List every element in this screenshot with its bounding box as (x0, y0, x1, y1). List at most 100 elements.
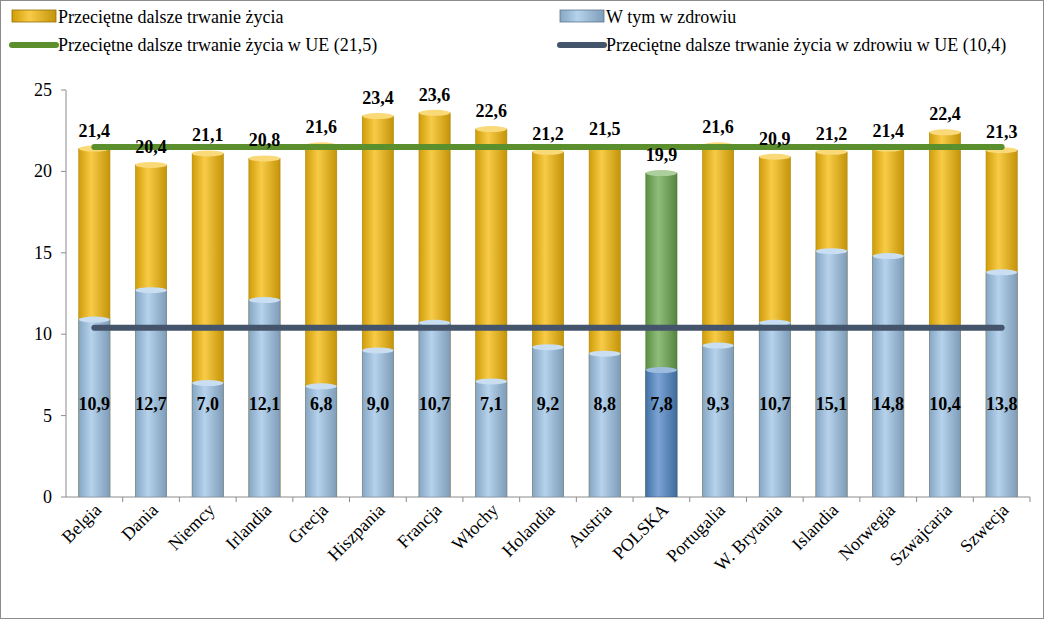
data-label: 22,4 (929, 104, 961, 124)
bar-cap (306, 383, 337, 389)
bar (703, 145, 734, 497)
bar (192, 383, 223, 497)
y-tick-label: 10 (34, 324, 52, 344)
data-label: 23,4 (362, 88, 394, 108)
bar (816, 251, 847, 497)
x-tick (349, 497, 350, 502)
data-label: 21,6 (702, 117, 734, 137)
y-tick (61, 90, 66, 91)
x-tick-label: Francja (393, 500, 445, 552)
bar (135, 290, 166, 497)
data-label: 7,8 (650, 394, 673, 414)
data-label: 14,8 (872, 394, 904, 414)
data-label: 20,4 (135, 137, 167, 157)
data-label: 10,7 (759, 394, 791, 414)
x-tick-label: POLSKA (609, 500, 673, 564)
bar-cap (249, 297, 280, 303)
bar (306, 145, 337, 497)
data-label: 21,3 (986, 122, 1018, 142)
bar-cap (192, 380, 223, 386)
data-label: 21,4 (872, 121, 904, 141)
data-label: 19,9 (646, 145, 678, 165)
legend: Przeciętne dalsze trwanie życiaW tym w z… (12, 7, 1006, 56)
x-tick (973, 497, 974, 502)
x-tick (519, 497, 520, 502)
bar (476, 129, 507, 497)
bar-cap (362, 347, 393, 353)
x-tick (179, 497, 180, 502)
x-tick (462, 497, 463, 502)
x-tick (122, 497, 123, 502)
legend-label: Przeciętne dalsze trwanie życia w UE (21… (58, 35, 377, 56)
data-label: 6,8 (310, 394, 333, 414)
data-label: 8,8 (593, 394, 616, 414)
legend-label: W tym w zdrowiu (606, 7, 736, 27)
bar-cap (986, 269, 1017, 275)
x-tick (746, 497, 747, 502)
bar-cap (816, 248, 847, 254)
bar-cap (476, 126, 507, 132)
data-label: 21,6 (305, 117, 337, 137)
bar (986, 272, 1017, 497)
y-tick (61, 171, 66, 172)
x-tick-label: Austria (564, 500, 616, 552)
bar-cap (589, 351, 620, 357)
bar-cap (759, 154, 790, 160)
data-label: 7,1 (480, 394, 503, 414)
bar (873, 149, 904, 497)
y-tick-label: 20 (34, 161, 52, 181)
bar-cap (646, 170, 677, 176)
y-tick-label: 15 (34, 243, 52, 263)
data-label: 9,3 (707, 394, 730, 414)
bar-cap (79, 317, 110, 323)
bar (79, 149, 110, 497)
x-tick-label: Włochy (448, 500, 502, 554)
data-label: 21,5 (589, 119, 621, 139)
data-label: 13,8 (986, 394, 1018, 414)
legend-swatch (560, 10, 604, 22)
x-tick-label: Grecja (284, 500, 332, 548)
bar (646, 173, 677, 497)
reference-line (94, 325, 1001, 331)
bar-cap (929, 129, 960, 135)
bar (929, 328, 960, 497)
data-label: 20,9 (759, 129, 791, 149)
bar (419, 113, 450, 497)
x-tick-label: Irlandia (222, 500, 276, 554)
y-tick (61, 334, 66, 335)
bar-cap (646, 367, 677, 373)
data-label: 9,0 (367, 394, 390, 414)
reference-line (94, 144, 1001, 150)
x-tick-label: Dania (117, 500, 162, 545)
bar (929, 132, 960, 497)
x-tick (236, 497, 237, 502)
x-tick-label: Szwecja (956, 500, 1013, 557)
x-tick (292, 497, 293, 502)
data-label: 21,2 (816, 124, 848, 144)
data-label: 10,7 (419, 394, 451, 414)
bar-cap (362, 113, 393, 119)
bar (816, 152, 847, 497)
data-label: 12,1 (249, 394, 281, 414)
bar (419, 323, 450, 497)
data-label: 21,4 (79, 121, 111, 141)
data-label: 21,1 (192, 125, 224, 145)
bar (306, 386, 337, 497)
bar (589, 354, 620, 497)
x-tick-label: Belgia (58, 500, 105, 547)
x-tick (576, 497, 577, 502)
x-tick (633, 497, 634, 502)
bar (589, 147, 620, 497)
bar-cap (873, 253, 904, 259)
x-tick (803, 497, 804, 502)
bar (532, 347, 563, 497)
bar (986, 150, 1017, 497)
x-tick-label: W. Brytania (710, 500, 785, 575)
bar (362, 350, 393, 497)
data-label: 12,7 (135, 394, 167, 414)
data-label: 23,6 (419, 85, 451, 105)
x-tick-label: Islandia (788, 500, 842, 554)
bar (532, 152, 563, 497)
bar-cap (703, 343, 734, 349)
data-label: 15,1 (816, 394, 848, 414)
